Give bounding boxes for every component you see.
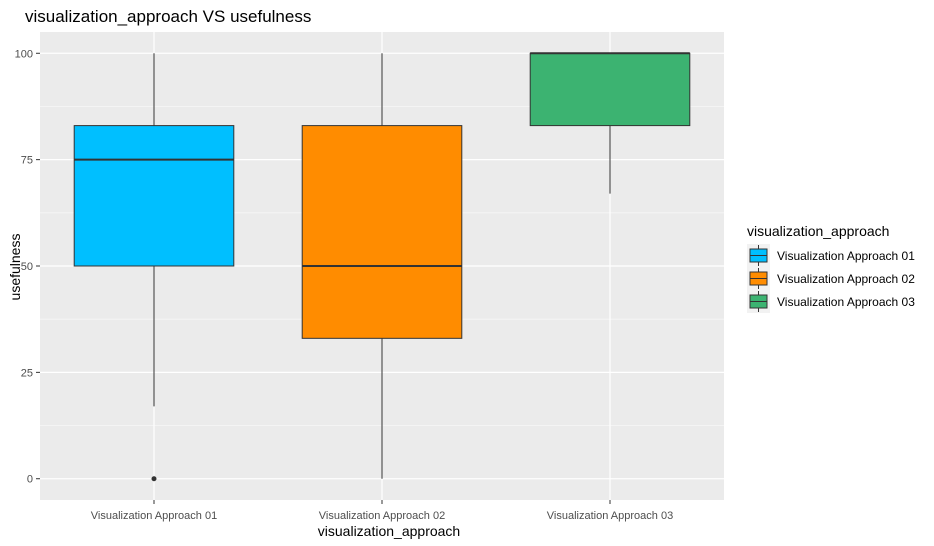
legend-label: Visualization Approach 01 <box>777 249 915 263</box>
box-plot <box>301 53 463 479</box>
outlier-point <box>151 476 157 482</box>
y-tick-label: 75 <box>21 155 33 167</box>
box-plot <box>73 53 235 482</box>
x-axis-ticks: Visualization Approach 01 Visualization A… <box>91 500 673 522</box>
x-tick-label: Visualization Approach 02 <box>319 510 445 522</box>
legend: visualization_approach Visualization App… <box>747 223 915 313</box>
x-tick-label: Visualization Approach 01 <box>91 510 217 522</box>
y-tick-label: 0 <box>27 474 33 486</box>
y-tick-label: 100 <box>15 48 33 60</box>
chart-title: visualization_approach VS usefulness <box>25 7 311 26</box>
x-axis-title: visualization_approach <box>318 523 460 539</box>
legend-label: Visualization Approach 03 <box>777 295 915 309</box>
y-tick-label: 50 <box>21 261 33 273</box>
legend-item: Visualization Approach 03 <box>747 290 915 313</box>
y-axis-ticks: 0 25 50 75 100 <box>15 48 40 486</box>
box <box>529 52 691 127</box>
box-plot <box>529 52 691 194</box>
y-tick-label: 25 <box>21 367 33 379</box>
box <box>301 125 463 339</box>
x-tick-label: Visualization Approach 03 <box>547 510 673 522</box>
legend-item: Visualization Approach 02 <box>747 267 915 290</box>
legend-title: visualization_approach <box>747 223 889 239</box>
y-axis-title: usefulness <box>7 234 23 301</box>
box <box>73 125 235 267</box>
boxes <box>73 52 691 482</box>
legend-label: Visualization Approach 02 <box>777 272 915 286</box>
legend-item: Visualization Approach 01 <box>747 244 915 267</box>
